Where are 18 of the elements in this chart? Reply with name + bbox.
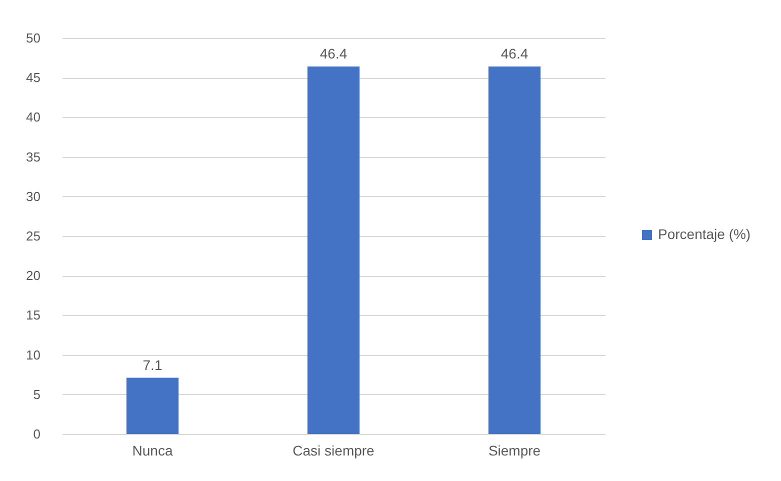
y-tick-label: 45	[26, 70, 40, 86]
y-tick-label: 35	[26, 149, 40, 164]
y-tick-label: 40	[26, 110, 40, 125]
x-tick-label: Casi siempre	[292, 442, 375, 458]
y-tick-label: 25	[26, 228, 40, 244]
y-tick-label: 50	[26, 30, 40, 46]
data-label: 46.4	[320, 46, 348, 62]
x-tick-label: Siempre	[488, 442, 541, 458]
y-tick-label: 0	[33, 426, 40, 442]
y-tick-label: 5	[33, 386, 40, 402]
data-label: 46.4	[500, 46, 528, 62]
y-tick-label: 10	[26, 347, 40, 362]
y-tick-label: 30	[26, 188, 40, 204]
y-tick-label: 15	[26, 308, 40, 323]
y-tick-label: 20	[26, 268, 40, 284]
legend-label: Porcentaje (%)	[658, 226, 751, 242]
data-label: 7.1	[142, 356, 162, 373]
x-tick-label: Nunca	[132, 442, 173, 458]
